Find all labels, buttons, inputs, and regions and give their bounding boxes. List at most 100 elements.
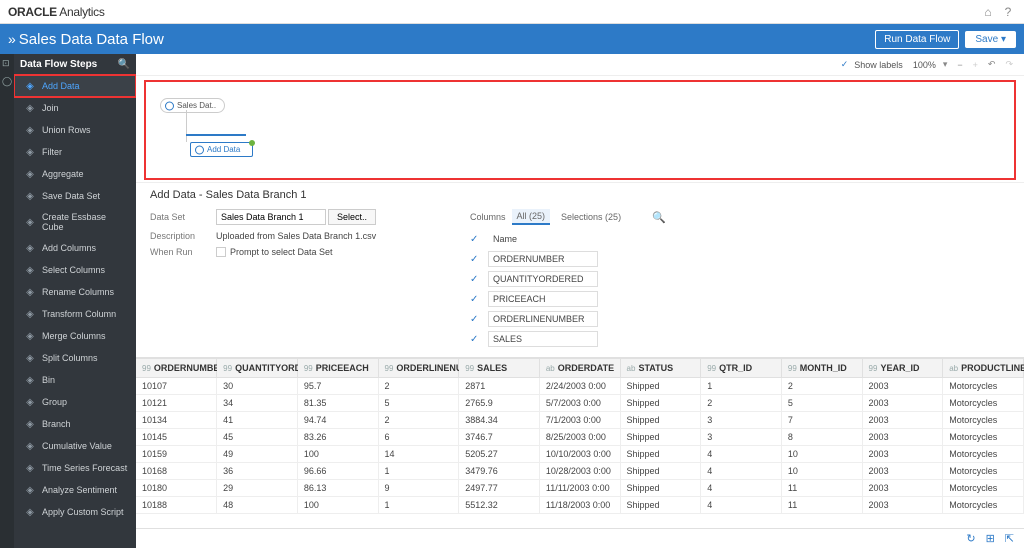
table-cell: Motorcycles bbox=[943, 412, 1024, 429]
table-cell: Shipped bbox=[620, 412, 701, 429]
select-dataset-button[interactable]: Select.. bbox=[328, 209, 376, 225]
back-chevron-icon[interactable]: » bbox=[8, 31, 13, 47]
column-header[interactable]: 99QTR_ID bbox=[701, 359, 782, 378]
table-row[interactable]: 101213481.3552765.95/7/2003 0:00Shipped2… bbox=[136, 395, 1024, 412]
sidebar-item-union-rows[interactable]: ◈Union Rows bbox=[14, 119, 136, 141]
table-cell: 5512.32 bbox=[459, 497, 540, 514]
sidebar-item-rename-columns[interactable]: ◈Rename Columns bbox=[14, 281, 136, 303]
column-header[interactable]: abORDERDATE bbox=[539, 359, 620, 378]
table-row[interactable]: 101454583.2663746.78/25/2003 0:00Shipped… bbox=[136, 429, 1024, 446]
table-cell: 10 bbox=[781, 446, 862, 463]
table-cell: Motorcycles bbox=[943, 378, 1024, 395]
sidebar-item-filter[interactable]: ◈Filter bbox=[14, 141, 136, 163]
table-cell: Motorcycles bbox=[943, 480, 1024, 497]
sidebar-item-merge-columns[interactable]: ◈Merge Columns bbox=[14, 325, 136, 347]
field-row[interactable]: ✓ORDERLINENUMBER bbox=[470, 311, 1010, 327]
sidebar-item-save-data-set[interactable]: ◈Save Data Set bbox=[14, 185, 136, 207]
table-cell: 10168 bbox=[136, 463, 217, 480]
field-row[interactable]: ✓ORDERNUMBER bbox=[470, 251, 1010, 267]
table-row[interactable]: 1015949100145205.2710/10/2003 0:00Shippe… bbox=[136, 446, 1024, 463]
export-icon[interactable]: ⇱ bbox=[1005, 532, 1014, 545]
table-cell: 86.13 bbox=[297, 480, 378, 497]
tab-selections[interactable]: Selections (25) bbox=[556, 210, 626, 224]
rail-data-icon[interactable]: ◯ bbox=[2, 76, 12, 86]
column-header[interactable]: 99PRICEEACH bbox=[297, 359, 378, 378]
save-button[interactable]: Save ▾ bbox=[965, 31, 1016, 48]
zoom-in-icon[interactable]: + bbox=[970, 60, 981, 70]
data-grid[interactable]: 99ORDERNUMBER99QUANTITYORDERED99PRICEEAC… bbox=[136, 357, 1024, 528]
sidebar-item-transform-column[interactable]: ◈Transform Column bbox=[14, 303, 136, 325]
field-row[interactable]: ✓SALES bbox=[470, 331, 1010, 347]
main-area: ✓ Show labels 100% ▾ − + ↶ ↷ Sales Dat..… bbox=[136, 54, 1024, 548]
column-header[interactable]: 99QUANTITYORDERED bbox=[217, 359, 298, 378]
sidebar-item-add-data[interactable]: ◈Add Data bbox=[14, 75, 136, 97]
undo-icon[interactable]: ↶ bbox=[985, 59, 999, 70]
column-header[interactable]: 99MONTH_ID bbox=[781, 359, 862, 378]
format-icon[interactable]: ⊞ bbox=[986, 532, 995, 545]
column-header[interactable]: abPRODUCTLINE bbox=[943, 359, 1024, 378]
whenrun-checkbox[interactable] bbox=[216, 247, 226, 257]
table-cell: Shipped bbox=[620, 378, 701, 395]
table-row[interactable]: 101802986.1392497.7711/11/2003 0:00Shipp… bbox=[136, 480, 1024, 497]
table-cell: 48 bbox=[217, 497, 298, 514]
zoom-dropdown-icon[interactable]: ▾ bbox=[940, 59, 951, 70]
rail-steps-icon[interactable]: ⊡ bbox=[2, 58, 12, 68]
sidebar-item-branch[interactable]: ◈Branch bbox=[14, 413, 136, 435]
home-icon[interactable]: ⌂ bbox=[980, 5, 996, 19]
sidebar-item-time-series-forecast[interactable]: ◈Time Series Forecast bbox=[14, 457, 136, 479]
step-icon: ◈ bbox=[24, 190, 36, 202]
table-row[interactable]: 101344194.7423884.347/1/2003 0:00Shipped… bbox=[136, 412, 1024, 429]
sidebar-item-analyze-sentiment[interactable]: ◈Analyze Sentiment bbox=[14, 479, 136, 501]
sidebar-item-join[interactable]: ◈Join bbox=[14, 97, 136, 119]
field-row[interactable]: ✓QUANTITYORDERED bbox=[470, 271, 1010, 287]
canvas-node-add-data[interactable]: Add Data bbox=[190, 142, 253, 157]
canvas-node-source[interactable]: Sales Dat.. bbox=[160, 98, 225, 113]
table-row[interactable]: 101683696.6613479.7610/28/2003 0:00Shipp… bbox=[136, 463, 1024, 480]
table-row[interactable]: 101884810015512.3211/18/2003 0:00Shipped… bbox=[136, 497, 1024, 514]
sidebar-item-select-columns[interactable]: ◈Select Columns bbox=[14, 259, 136, 281]
search-icon[interactable]: 🔍 bbox=[118, 59, 130, 70]
sidebar-item-bin[interactable]: ◈Bin bbox=[14, 369, 136, 391]
sidebar-item-create-essbase-cube[interactable]: ◈Create Essbase Cube bbox=[14, 207, 136, 237]
table-cell: Shipped bbox=[620, 497, 701, 514]
run-data-flow-button[interactable]: Run Data Flow bbox=[875, 30, 959, 49]
table-cell: 2003 bbox=[862, 446, 943, 463]
zoom-level[interactable]: 100% bbox=[913, 60, 936, 70]
zoom-out-icon[interactable]: − bbox=[954, 60, 965, 70]
tab-all[interactable]: All (25) bbox=[512, 209, 551, 225]
sidebar-item-group[interactable]: ◈Group bbox=[14, 391, 136, 413]
column-header[interactable]: abSTATUS bbox=[620, 359, 701, 378]
step-icon: ◈ bbox=[24, 216, 36, 228]
sidebar-item-apply-custom-script[interactable]: ◈Apply Custom Script bbox=[14, 501, 136, 523]
sidebar-item-cumulative-value[interactable]: ◈Cumulative Value bbox=[14, 435, 136, 457]
table-cell: 1 bbox=[378, 497, 459, 514]
left-rail: ⊡ ◯ bbox=[0, 54, 14, 548]
step-icon: ◈ bbox=[24, 286, 36, 298]
field-name: SALES bbox=[488, 331, 598, 347]
table-row[interactable]: 101073095.7228712/24/2003 0:00Shipped122… bbox=[136, 378, 1024, 395]
step-icon: ◈ bbox=[24, 242, 36, 254]
refresh-icon[interactable]: ↻ bbox=[966, 532, 975, 545]
brand-logo: ORACLE Analytics bbox=[8, 5, 105, 19]
flow-canvas[interactable]: Sales Dat.. Add Data bbox=[144, 80, 1016, 180]
dataset-input[interactable] bbox=[216, 209, 326, 225]
column-header[interactable]: 99ORDERLINENUMBER bbox=[378, 359, 459, 378]
sidebar-item-aggregate[interactable]: ◈Aggregate bbox=[14, 163, 136, 185]
show-labels-toggle[interactable]: Show labels bbox=[854, 60, 903, 70]
table-cell: 10159 bbox=[136, 446, 217, 463]
help-icon[interactable]: ? bbox=[1000, 5, 1016, 19]
column-header[interactable]: 99YEAR_ID bbox=[862, 359, 943, 378]
redo-icon[interactable]: ↷ bbox=[1002, 59, 1016, 70]
sidebar: Data Flow Steps🔍 ◈Add Data◈Join◈Union Ro… bbox=[14, 54, 136, 548]
sidebar-item-add-columns[interactable]: ◈Add Columns bbox=[14, 237, 136, 259]
column-header[interactable]: 99ORDERNUMBER bbox=[136, 359, 217, 378]
column-search-icon[interactable]: 🔍 bbox=[652, 211, 666, 224]
column-header[interactable]: 99SALES bbox=[459, 359, 540, 378]
sidebar-item-split-columns[interactable]: ◈Split Columns bbox=[14, 347, 136, 369]
table-cell: Shipped bbox=[620, 395, 701, 412]
page-title: Sales Data Data Flow bbox=[19, 31, 164, 48]
field-row[interactable]: ✓PRICEEACH bbox=[470, 291, 1010, 307]
field-row[interactable]: ✓Name bbox=[470, 231, 1010, 247]
table-cell: 94.74 bbox=[297, 412, 378, 429]
whenrun-label: When Run bbox=[150, 247, 216, 257]
